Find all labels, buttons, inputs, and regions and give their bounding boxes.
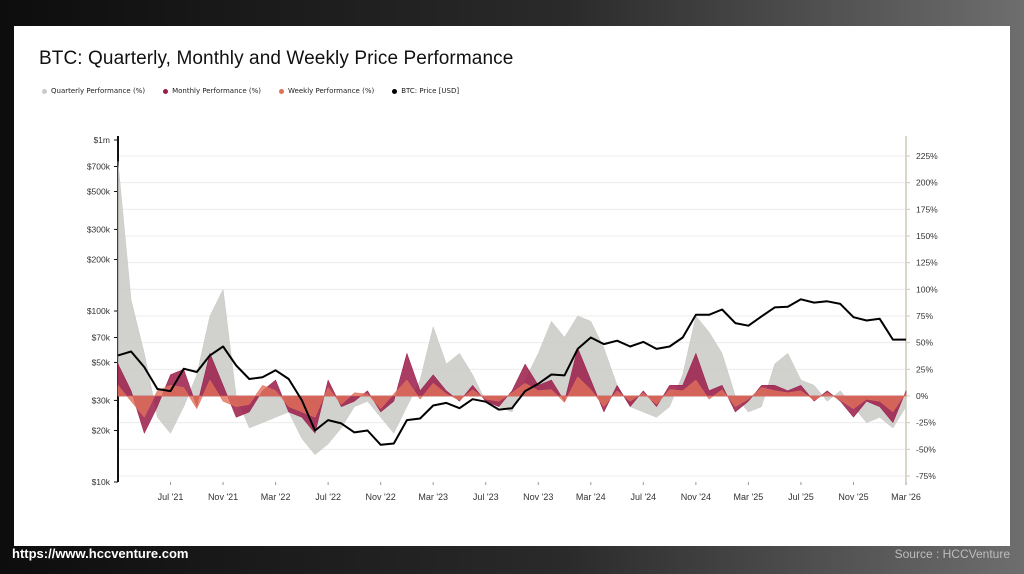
x-tick-label: Jul '24 — [630, 492, 656, 502]
x-tick-label: Nov '24 — [681, 492, 711, 502]
y-right-tick-label: 0% — [916, 391, 929, 401]
legend-swatch-weekly — [279, 88, 285, 94]
legend-item-weekly[interactable]: Weekly Performance (%) — [279, 87, 374, 95]
y-right-tick-label: 25% — [916, 364, 933, 374]
y-right-tick-label: 225% — [916, 151, 938, 161]
chart-svg: $10k $20k $30k $50k $70k $100k $200k $300k $500k… — [87, 135, 938, 502]
y-right-tick-label: -50% — [916, 444, 936, 454]
weekly-performance-area — [117, 376, 907, 418]
x-tick-label: Nov '23 — [523, 492, 553, 502]
y-right-tick-label: -75% — [916, 471, 936, 481]
y-right-tick-label: 175% — [916, 204, 938, 214]
chart-title: BTC: Quarterly, Monthly and Weekly Price… — [39, 48, 514, 69]
legend-swatch-price — [392, 88, 398, 94]
legend-swatch-quarterly — [42, 88, 47, 94]
legend-label-monthly: Monthly Performance (%) — [172, 87, 262, 95]
y-left-tick-label: $200k — [87, 255, 111, 265]
y-left-tick-label: $1m — [93, 135, 110, 145]
y-left-tick-label: $70k — [92, 332, 111, 342]
x-tick-label: Nov '21 — [208, 492, 238, 502]
x-tick-label: Nov '22 — [366, 492, 396, 502]
x-tick-label: Nov '25 — [838, 492, 868, 502]
x-tick-label: Jul '25 — [788, 492, 814, 502]
x-tick-label: Mar '22 — [261, 492, 291, 502]
x-tick-label: Mar '24 — [576, 492, 606, 502]
chart-card: BTC: Quarterly, Monthly and Weekly Price… — [14, 26, 1010, 546]
y-right-tick-label: 150% — [916, 231, 938, 241]
x-tick-label: Jul '21 — [158, 492, 184, 502]
y-left-tick-label: $50k — [92, 357, 111, 367]
chart-legend: Quarterly Performance (%) Monthly Perfor… — [42, 87, 459, 95]
y-left-tick-label: $100k — [87, 306, 111, 316]
x-tick-label: Jul '22 — [315, 492, 341, 502]
legend-swatch-monthly — [163, 88, 169, 94]
y-left-tick-label: $10k — [92, 477, 111, 487]
legend-label-price: BTC: Price [USD] — [401, 87, 460, 95]
y-right-tick-label: -25% — [916, 418, 936, 428]
y-left-tick-label: $300k — [87, 224, 111, 234]
legend-item-quarterly[interactable]: Quarterly Performance (%) — [42, 87, 145, 95]
legend-label-weekly: Weekly Performance (%) — [288, 87, 375, 95]
y-left-tick-label: $700k — [87, 161, 111, 171]
y-left-tick-label: $20k — [92, 426, 111, 436]
footer-url[interactable]: https://www.hccventure.com — [12, 546, 189, 561]
x-tick-label: Mar '26 — [891, 492, 921, 502]
x-tick-label: Mar '23 — [418, 492, 448, 502]
y-right-tick-label: 75% — [916, 311, 933, 321]
x-tick-label: Mar '25 — [734, 492, 764, 502]
y-right-tick-label: 50% — [916, 338, 933, 348]
legend-label-quarterly: Quarterly Performance (%) — [51, 87, 146, 95]
footer-source: Source : HCCVenture — [894, 547, 1010, 561]
legend-item-monthly[interactable]: Monthly Performance (%) — [163, 87, 261, 95]
y-right-tick-label: 200% — [916, 178, 938, 188]
y-right-tick-label: 100% — [916, 284, 938, 294]
legend-item-price[interactable]: BTC: Price [USD] — [392, 87, 459, 95]
y-left-tick-label: $500k — [87, 186, 111, 196]
y-left-tick-label: $30k — [92, 395, 111, 405]
btc-price-line — [117, 298, 906, 446]
x-tick-label: Jul '23 — [473, 492, 499, 502]
y-right-tick-label: 125% — [916, 258, 938, 268]
